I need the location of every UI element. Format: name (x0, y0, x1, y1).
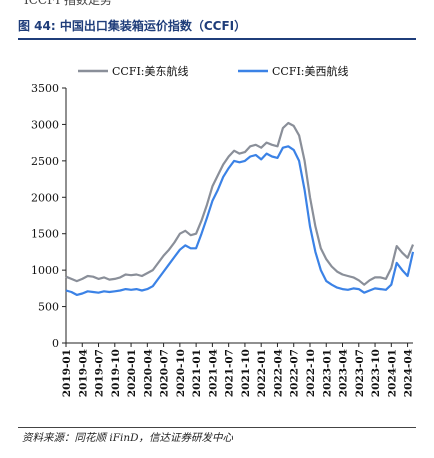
x-tick-label: 2022-10 (305, 349, 317, 397)
x-tick-label: 2021-07 (224, 349, 236, 397)
x-tick-label: 2023-01 (321, 349, 333, 397)
line-chart: CCFI:美东航线 CCFI:美西航线 0 500 1000 1500 2000 2500 3… (31, 64, 415, 397)
y-tick-label: 1500 (31, 228, 59, 241)
cropped-top-text-label: ICCFI 指数走势 (24, 0, 112, 7)
x-tick-label: 2020-04 (142, 349, 154, 397)
x-tick-label: 2021-04 (207, 349, 219, 397)
title-divider (18, 38, 416, 40)
series-line-us-west (65, 145, 415, 296)
y-tick-label: 2000 (31, 191, 59, 204)
x-tick-label: 2019-01 (61, 349, 73, 397)
x-tick-label: 2022-04 (272, 349, 284, 397)
legend-label: CCFI:美东航线 (112, 64, 189, 78)
series-line-us-east (65, 121, 415, 286)
x-tick-label: 2020-10 (175, 349, 187, 397)
x-tick-label: 2020-07 (159, 349, 171, 397)
y-tick-label: 1000 (31, 264, 59, 277)
y-axis: 0 500 1000 1500 2000 2500 3000 3500 (31, 82, 67, 350)
y-tick-label: 0 (52, 337, 59, 350)
x-tick-label: 2019-07 (94, 349, 106, 397)
series-layer (65, 121, 415, 296)
y-tick-label: 3000 (31, 118, 59, 131)
y-tick-label: 2500 (31, 155, 59, 168)
y-tick-label: 500 (38, 301, 59, 314)
x-tick-label: 2022-01 (256, 349, 268, 397)
cropped-top-text: ICCFI 指数走势 (0, 0, 434, 8)
x-tick-label: 2020-01 (126, 349, 138, 397)
x-axis: 2019-01 2019-04 2019-07 2019-10 2020-01 2020-… (61, 342, 415, 397)
x-tick-label: 2023-04 (338, 349, 350, 397)
x-tick-label: 2023-10 (370, 349, 382, 397)
legend-label: CCFI:美西航线 (272, 64, 349, 78)
x-tick-label: 2024-01 (386, 349, 398, 397)
y-tick-label: 3500 (31, 82, 59, 95)
x-tick-label: 2019-10 (110, 349, 122, 397)
legend: CCFI:美东航线 CCFI:美西航线 (78, 64, 349, 78)
x-tick-label: 2019-04 (77, 349, 89, 397)
x-tick-label: 2021-10 (240, 349, 252, 397)
x-tick-label: 2021-01 (191, 349, 203, 397)
figure-title: 图 44: 中国出口集装箱运价指数（CCFI） (18, 19, 247, 33)
source-note: 资料来源：同花顺 iFinD，信达证券研发中心 (22, 432, 234, 444)
x-tick-label: 2024-04 (403, 349, 415, 397)
source-divider (18, 427, 416, 428)
x-tick-label: 2022-07 (289, 349, 301, 397)
x-tick-label: 2023-07 (354, 349, 366, 397)
